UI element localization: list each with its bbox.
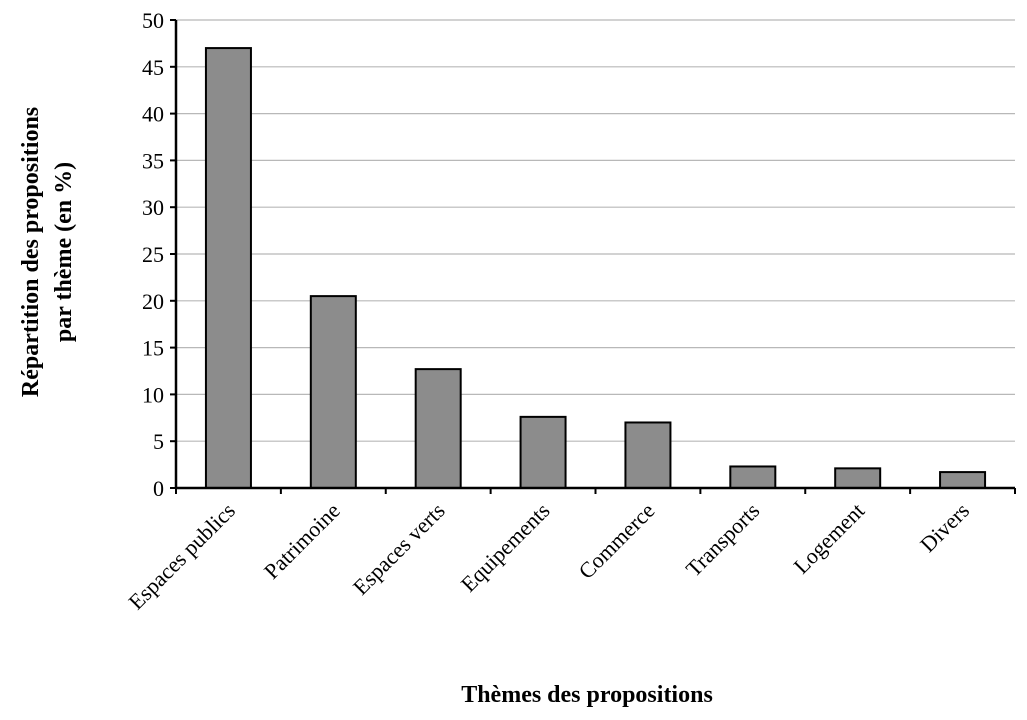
bar [729, 465, 777, 489]
y-tick-label: 35 [142, 148, 164, 173]
bar [624, 421, 672, 490]
bar [834, 467, 882, 489]
y-tick-label: 5 [153, 429, 164, 454]
y-tick-label: 50 [142, 8, 164, 33]
x-axis-title: Thèmes des propositions [461, 682, 713, 708]
y-tick-label: 25 [142, 242, 164, 267]
y-tick-label: 0 [153, 476, 164, 501]
bar [414, 368, 462, 489]
x-tick-label: Transports [681, 498, 765, 582]
x-tick-label: Espaces verts [348, 498, 450, 600]
x-tick-label: Divers [915, 498, 974, 557]
bar [309, 295, 357, 489]
bar [519, 415, 567, 490]
y-tick-label: 45 [142, 55, 164, 80]
gridlines [176, 19, 1015, 442]
x-tick-label: Commerce [574, 498, 660, 584]
x-tick-label: Patrimoine [259, 498, 345, 584]
y-axis-title-line-2: par thème (en %) [51, 162, 77, 342]
y-tick-label: 10 [142, 382, 164, 407]
axes [170, 19, 1016, 494]
y-tick-label: 40 [142, 102, 164, 127]
x-tick-label: Logement [788, 498, 869, 579]
y-tick-label: 30 [142, 195, 164, 220]
y-tick-labels: 0 5 10 15 20 25 30 35 40 45 50 [142, 8, 164, 501]
x-tick-label: Espaces publics [123, 498, 240, 615]
y-axis-title-line-1: Répartition des propositions [18, 107, 44, 397]
bar [939, 471, 987, 490]
y-tick-label: 20 [142, 289, 164, 314]
bar [204, 47, 252, 490]
y-axis-title: Répartition des propositions par thème (… [18, 107, 77, 397]
x-tick-labels: Espaces publics Patrimoine Espaces verts Eq… [123, 498, 974, 615]
x-tick-label: Equipements [456, 498, 555, 597]
y-tick-label: 15 [142, 336, 164, 361]
